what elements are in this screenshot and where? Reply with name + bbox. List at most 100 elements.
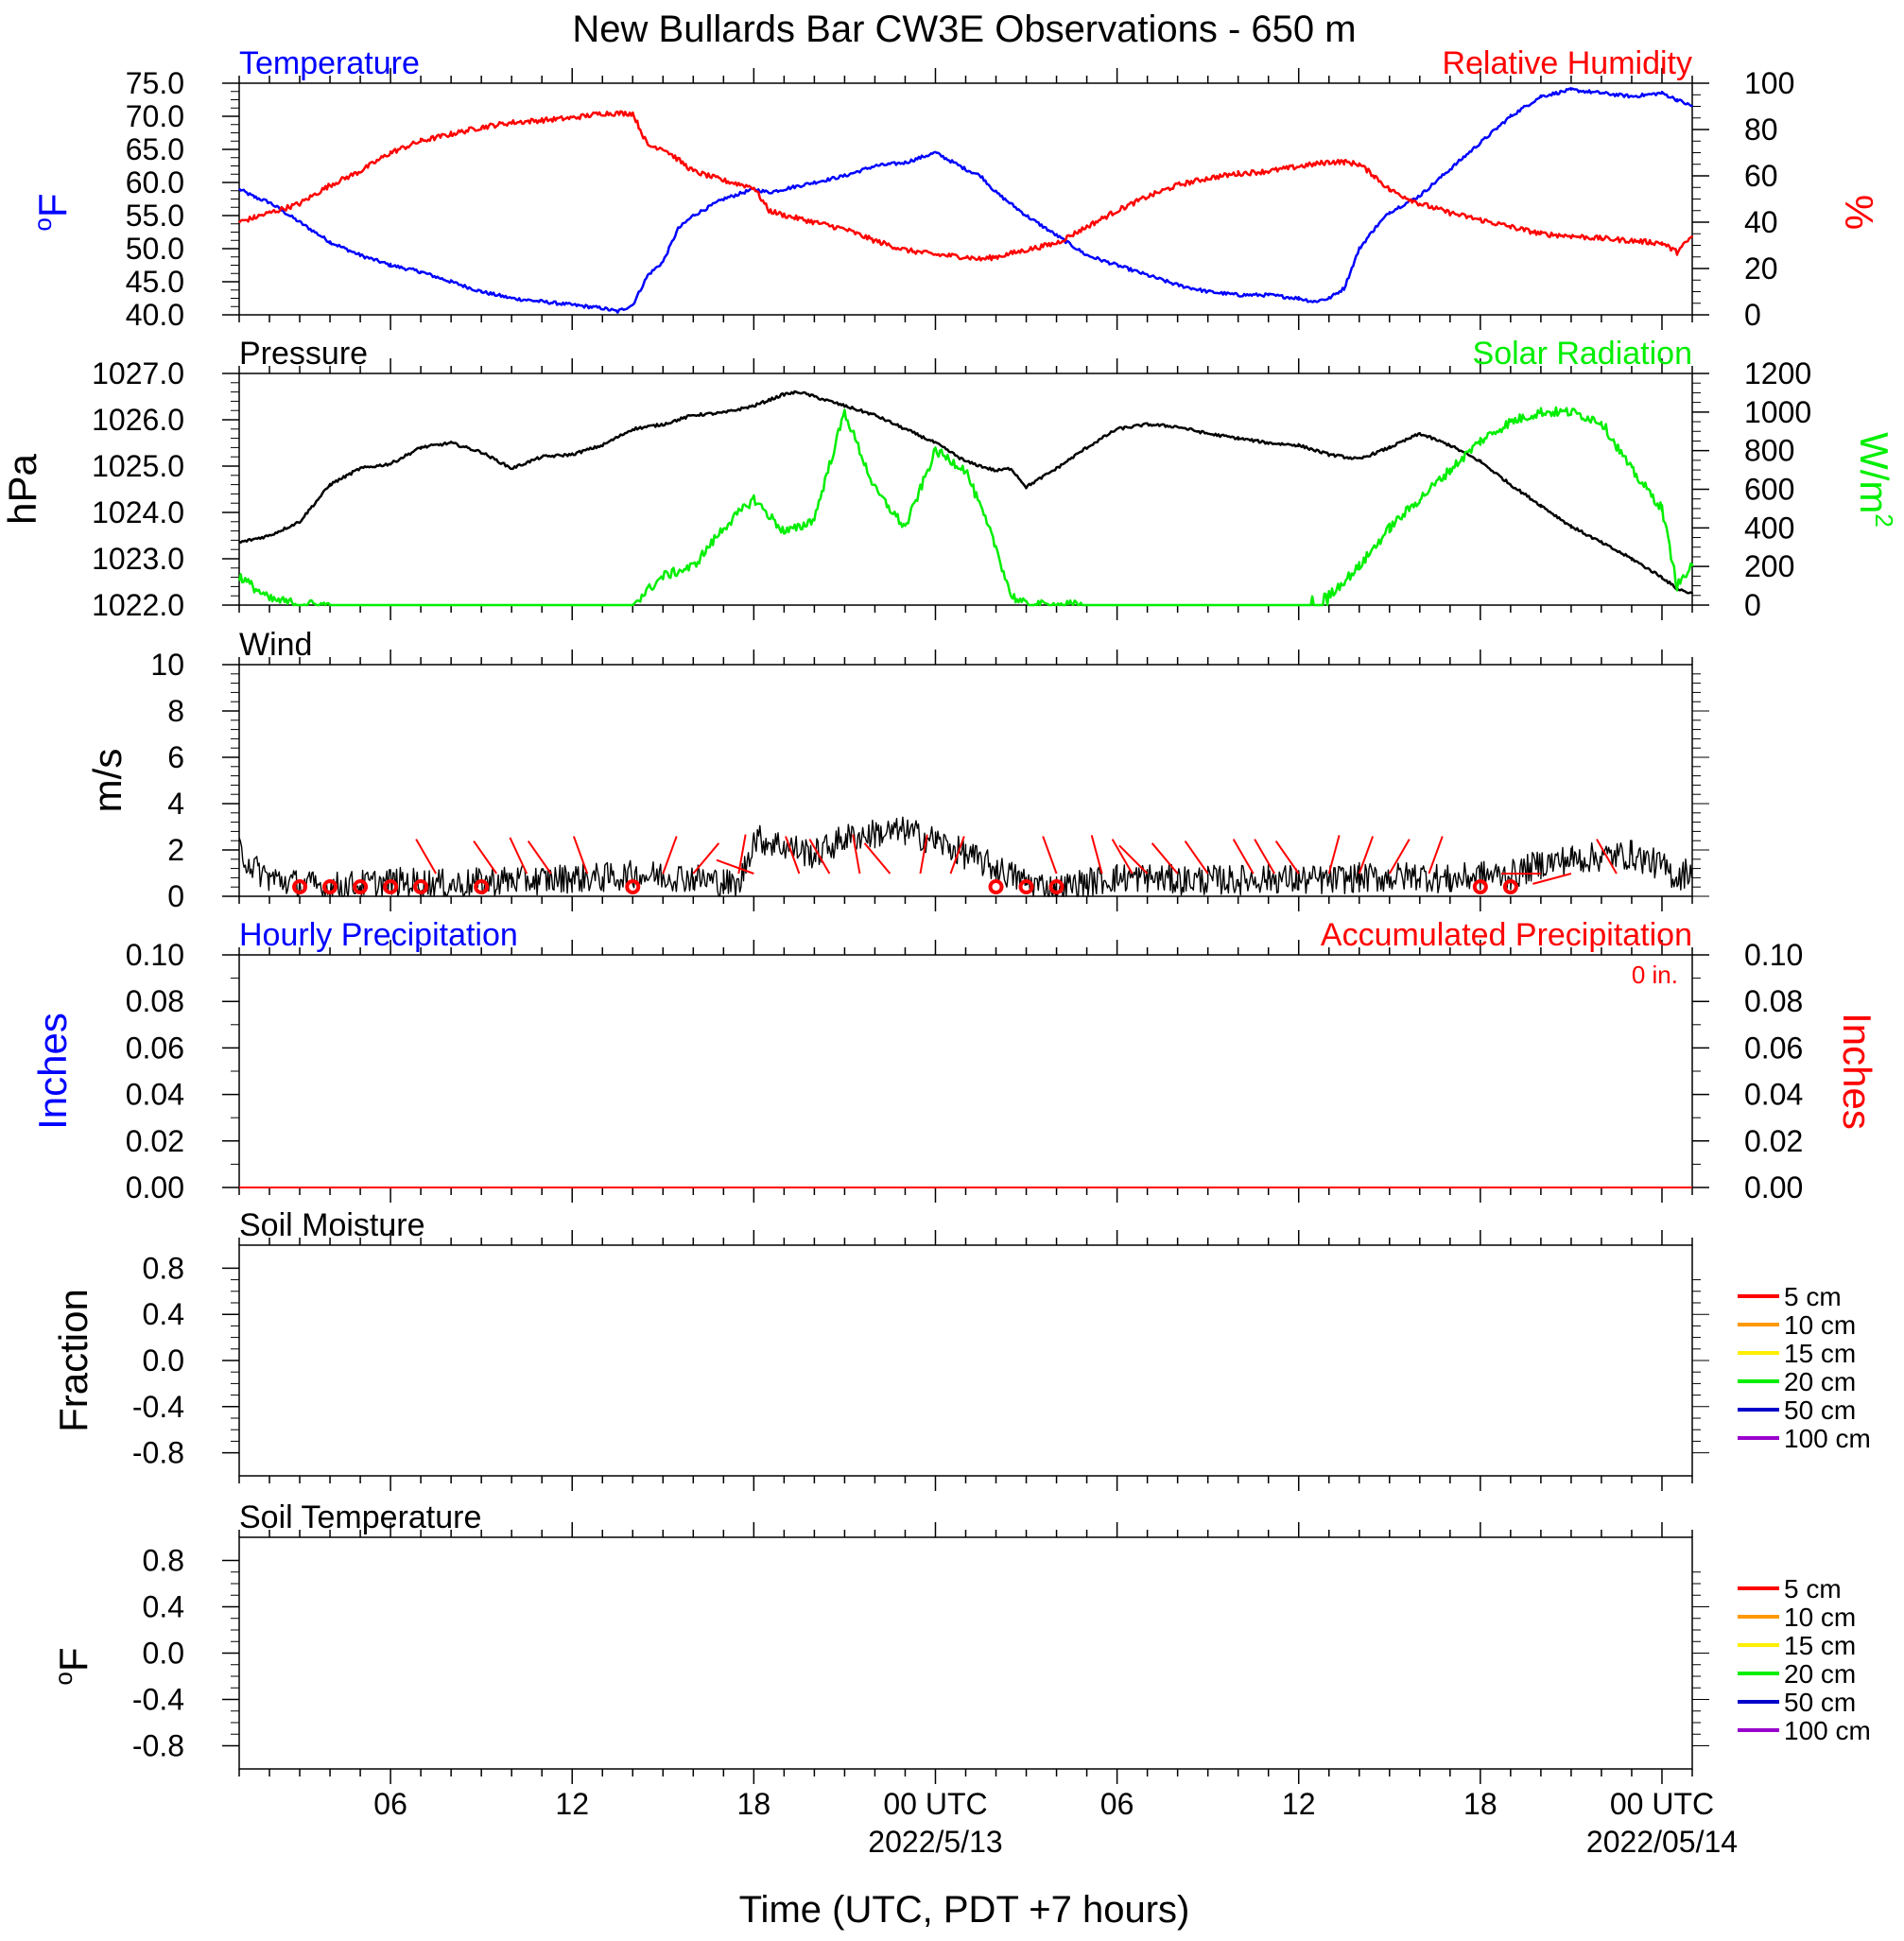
panel-title: Wind <box>239 627 312 663</box>
panel-title: Soil Moisture <box>239 1207 425 1243</box>
y-tick-label: 0 <box>167 879 184 913</box>
panel-pressure_solar-frame <box>238 373 1693 606</box>
y-tick-label: 4 <box>167 787 184 821</box>
calm-wind-marker <box>1018 879 1034 894</box>
panel-right-title: Accumulated Precipitation <box>1321 917 1692 953</box>
y-tick-label: 0.10 <box>126 938 184 972</box>
wind-barb <box>863 842 891 875</box>
y2-tick-label: 200 <box>1744 549 1794 583</box>
legend-label: 5 cm <box>1784 1282 1842 1311</box>
y2-tick-label: 0.06 <box>1744 1031 1803 1065</box>
legend-label: 100 cm <box>1784 1424 1871 1453</box>
y2-tick-label: 20 <box>1744 251 1778 286</box>
y2-tick-label: 0.00 <box>1744 1170 1803 1204</box>
x-tick-label: 12 <box>555 1787 589 1821</box>
wind-barb <box>737 834 747 875</box>
wind-barb <box>1042 836 1058 875</box>
y-tick-label: 1026.0 <box>92 403 184 437</box>
panel-right-title: Solar Radiation <box>1473 336 1692 372</box>
y2-tick-label: 60 <box>1744 159 1778 193</box>
y2-tick-label: 800 <box>1744 434 1794 468</box>
panel-right-title: Relative Humidity <box>1442 45 1692 81</box>
wind-barb <box>415 839 438 875</box>
wind-barb <box>1274 841 1300 875</box>
wind-barb <box>692 842 720 875</box>
wind-barb <box>1118 844 1149 875</box>
calm-wind-marker <box>1502 879 1518 894</box>
panel-title: Temperature <box>239 45 420 81</box>
legend-label: 20 cm <box>1784 1659 1856 1689</box>
wind-barb <box>1090 835 1103 875</box>
y-tick-label: 0.8 <box>143 1544 184 1578</box>
x-tick-label: 06 <box>373 1787 407 1821</box>
y-tick-label: 0.08 <box>126 984 184 1018</box>
legend-label: 5 cm <box>1784 1574 1842 1603</box>
calm-wind-marker <box>383 879 399 894</box>
y-axis-label: oF <box>28 193 75 231</box>
legend-label: 10 cm <box>1784 1603 1856 1632</box>
panel-precip-frame <box>238 954 1693 1188</box>
panel-title: Hourly Precipitation <box>239 917 518 953</box>
figure-title: New Bullards Bar CW3E Observations - 650… <box>572 9 1356 50</box>
y-tick-label: 10 <box>150 648 184 682</box>
y-axis-label: hPa <box>0 453 44 524</box>
wind-barb <box>919 834 928 875</box>
y-tick-label: 40.0 <box>126 298 184 332</box>
series-solar-radiation <box>237 406 1694 607</box>
y2-tick-label: 0.10 <box>1744 938 1803 972</box>
y-tick-label: 2 <box>167 833 184 867</box>
x-tick-label: 06 <box>1100 1787 1134 1821</box>
y-tick-label: 0.00 <box>126 1170 184 1204</box>
calm-wind-marker <box>625 879 641 894</box>
wind-barb <box>1232 839 1255 875</box>
x-tick-label: 18 <box>737 1787 771 1821</box>
panel-soil_moisture: Soil Moisture -0.8 -0.4 0.0 0.4 0.8 Fraction 5 … <box>51 1207 1871 1491</box>
y-tick-label: 0.4 <box>143 1590 184 1624</box>
series-temperature <box>238 87 1694 314</box>
wind-barb <box>527 841 552 875</box>
y-axis-label: Fraction <box>51 1289 95 1432</box>
series-pressure <box>238 390 1694 595</box>
calm-wind-marker <box>1472 879 1488 894</box>
y-axis-label: Inches <box>30 1013 75 1130</box>
y-tick-label: -0.4 <box>132 1683 184 1717</box>
y2-tick-label: 1000 <box>1744 395 1811 429</box>
x-tick-label: 00 UTC <box>883 1787 987 1821</box>
y-axis-label: oF <box>49 1647 95 1685</box>
y-tick-label: 1023.0 <box>92 542 184 576</box>
y2-tick-label: 0.04 <box>1744 1078 1803 1112</box>
legend-label: 10 cm <box>1784 1310 1856 1340</box>
y-axis-label: m/s <box>85 749 130 813</box>
wind-barb <box>785 836 801 875</box>
wind-barb <box>1327 835 1341 875</box>
x-tick-label: 18 <box>1463 1787 1497 1821</box>
y2-tick-label: 40 <box>1744 205 1778 239</box>
y-tick-label: 8 <box>167 694 184 728</box>
y-tick-label: 0.06 <box>126 1031 184 1065</box>
y2-tick-label: 100 <box>1744 66 1794 100</box>
y2-tick-label: 1200 <box>1744 356 1811 390</box>
legend-label: 50 cm <box>1784 1688 1856 1717</box>
panel-pressure_solar: Pressure Solar Radiation 1022.0 1023.0 1024.… <box>0 336 1898 622</box>
y-tick-label: 1022.0 <box>92 588 184 622</box>
series-relative-humidity <box>238 110 1694 262</box>
y-tick-label: 6 <box>167 740 184 774</box>
y2-tick-label: 0.08 <box>1744 984 1803 1018</box>
y-tick-label: 0.0 <box>143 1637 184 1671</box>
legend-label: 15 cm <box>1784 1631 1856 1660</box>
wind-barb <box>509 837 528 875</box>
x-date-label: 2022/5/13 <box>868 1825 1002 1859</box>
wind-barb <box>1428 836 1444 875</box>
calm-wind-marker <box>292 879 308 894</box>
y-tick-label: 1024.0 <box>92 495 184 529</box>
wind-barb <box>1596 839 1618 875</box>
legend-label: 15 cm <box>1784 1339 1856 1368</box>
panel-temp_rh-frame <box>238 82 1693 316</box>
wind-barb <box>949 836 965 875</box>
y-tick-label: 0.0 <box>143 1343 184 1378</box>
y2-axis-label: % <box>1837 195 1881 230</box>
wind-barb <box>1184 841 1209 875</box>
x-axis-label: Time (UTC, PDT +7 hours) <box>739 1889 1190 1931</box>
wind-barb <box>662 836 678 875</box>
